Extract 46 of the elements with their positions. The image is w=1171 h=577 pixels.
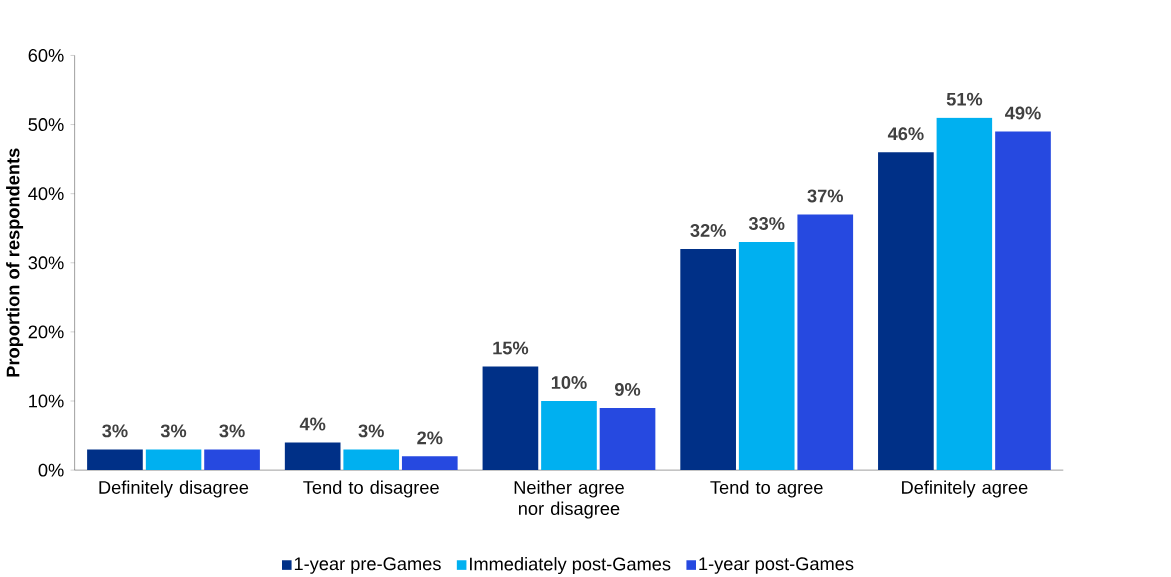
data-label: 32% [690,224,726,237]
bar [482,366,539,471]
y-tick-label: 60% [28,49,64,62]
data-label: 3% [102,424,128,438]
data-label: 46% [887,127,924,141]
bar [343,449,400,471]
x-tick-label: Tend to agree [710,480,823,498]
data-label: 15% [493,341,529,355]
data-label: 4% [299,417,326,431]
bar [145,449,202,471]
data-label: 3% [219,424,245,438]
bar [680,249,736,471]
y-tick-label: 50% [28,118,64,132]
x-tick-label: Definitely disagree [99,480,249,498]
bar [878,152,934,471]
x-tick-label: Definitely agree [902,480,1028,498]
data-label: 3% [160,424,187,438]
y-tick-label: 0% [38,463,64,477]
legend-label: 1-year post-Games [699,557,854,574]
data-label: 49% [1005,106,1041,120]
y-tick-label: 40% [28,187,64,201]
y-tick-label: 30% [28,256,64,270]
x-tick-label: Tend to disagree [303,480,439,498]
bar [738,242,795,471]
bar [599,407,656,471]
data-label: 33% [748,217,785,231]
y-tick-label: 10% [29,394,64,408]
y-axis-title: Proportion of respondents [6,148,24,377]
bar [797,214,854,471]
data-label: 51% [946,92,983,106]
bar [401,456,458,471]
bar [541,401,597,471]
bar [936,117,993,471]
data-label: 10% [551,376,587,390]
bar [284,442,341,471]
bar [995,131,1051,471]
data-label: 9% [614,383,641,396]
y-tick-label: 20% [28,325,64,339]
legend-label: 1-year pre-Games [294,557,441,574]
data-label: 3% [358,424,384,438]
bar [204,449,260,471]
data-label: 37% [807,189,844,203]
x-tick-label: Neither agree nor disagree [514,480,624,519]
bar [87,449,143,471]
legend-label: Immediately post-Games [470,557,671,575]
data-label: 2% [417,431,443,445]
